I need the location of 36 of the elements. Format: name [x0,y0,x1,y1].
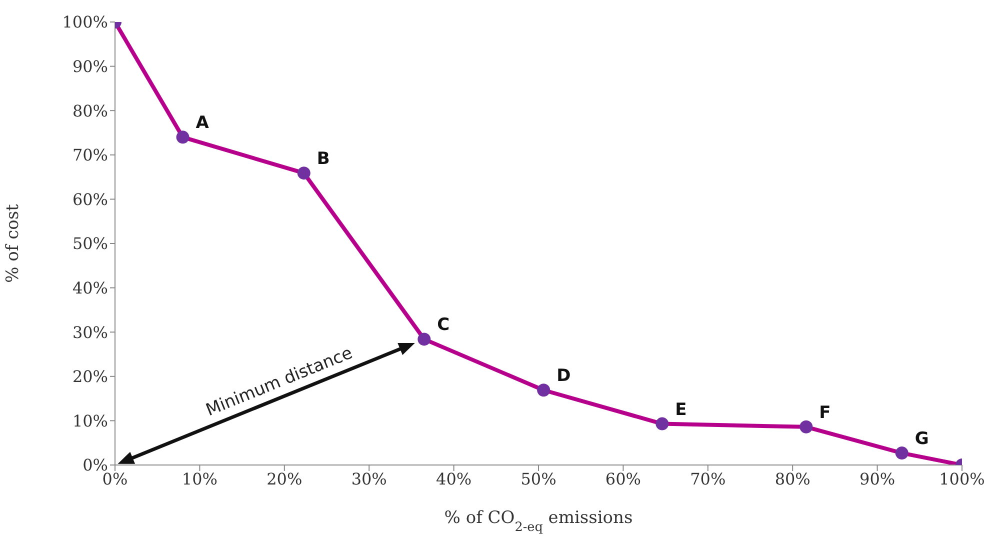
point [895,446,908,460]
point [297,166,310,180]
point [418,332,431,346]
x-tick-label: 50% [520,469,556,488]
annotation: A [196,113,210,134]
x-tick-label: 90% [860,469,896,488]
x-tick-label: 20% [266,469,302,488]
y-tick-label: 10% [72,411,108,430]
y-tick-label: 70% [72,146,108,165]
y-tick-label: 40% [72,278,108,298]
point [537,384,550,397]
annotation: E [675,400,687,420]
point [656,417,669,430]
point [176,130,190,144]
x-axis-title: % of CO$_{2-eq}$ emissions [444,508,633,534]
x-tick-label: 70% [690,469,726,488]
y-axis-title: % of cost [3,204,24,283]
annotation: F [819,402,831,423]
x-tick-label: 30% [351,469,387,488]
y-tick-label: 100% [62,12,108,32]
annotation: G [914,429,929,450]
annotation: D [556,366,571,386]
y-tick-label: 30% [72,322,108,342]
y-tick-label: 60% [72,190,108,209]
annotation: B [316,149,330,170]
x-tick-label: 60% [605,469,641,488]
x-tick-label: 80% [774,469,810,488]
x-tick-label: 10% [182,469,218,488]
y-tick-label: 20% [72,367,108,386]
x-tick-label: 40% [436,469,472,488]
x-tick-label: 100% [939,469,985,488]
y-tick-label: 80% [72,101,108,120]
annotation: C [437,315,450,336]
y-tick-label: 50% [72,234,108,254]
y-tick-label: 90% [72,56,108,76]
point [800,420,813,434]
